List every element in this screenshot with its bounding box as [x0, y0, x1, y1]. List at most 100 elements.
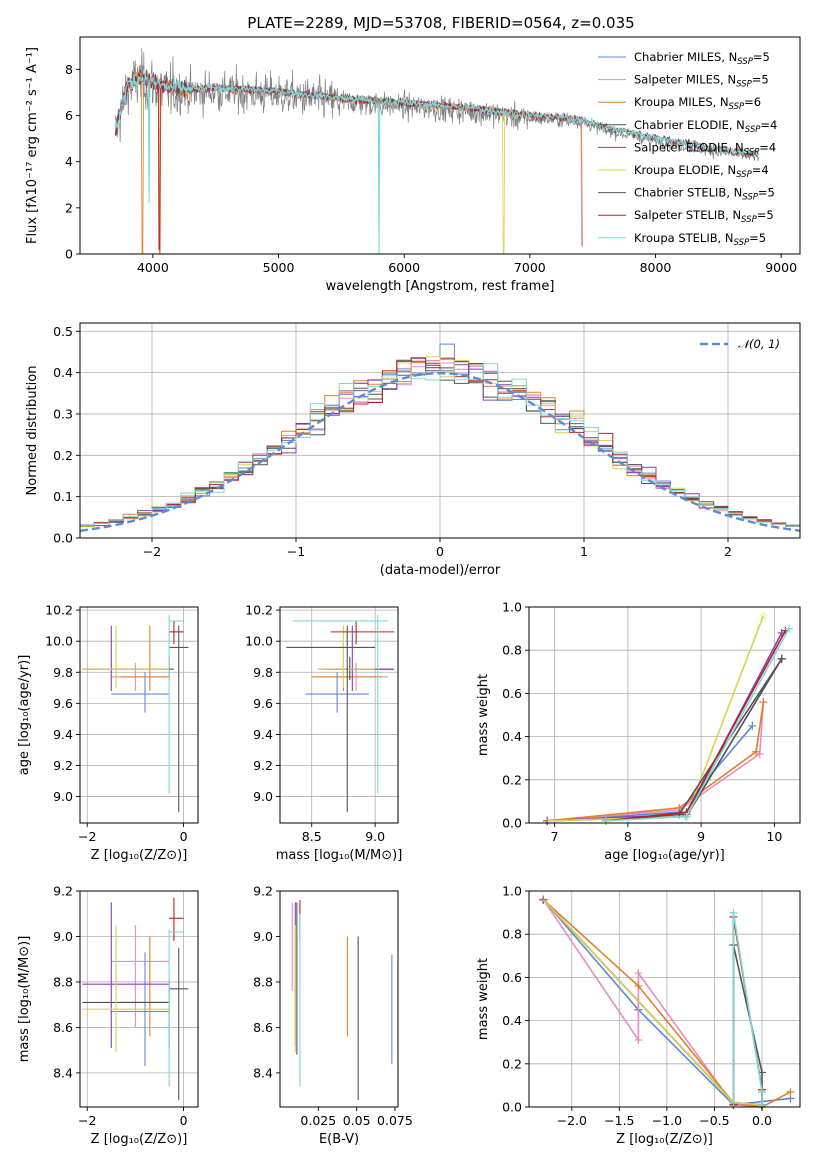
mass-vs-EBV-xtick-label: 0.075 — [377, 1113, 413, 1128]
age-vs-mass-ytick-label: 9.6 — [253, 696, 273, 711]
weight-marker — [752, 747, 761, 756]
residuals-ylabel: Normed distribution — [25, 366, 40, 496]
mass-vs-Z-xtick-label: −2 — [78, 1113, 96, 1128]
spectrum-ytick-label: 2 — [65, 200, 73, 215]
mass-vs-EBV-plot-area — [291, 900, 393, 1101]
weight-marker: ☆ — [758, 610, 768, 623]
spectrum-xtick-label: 5000 — [263, 260, 295, 275]
weight-vs-age-ytick-label: 0.2 — [502, 772, 522, 787]
age-vs-mass-panel: 8.5 9.0 9.0 9.2 9.4 9.6 9.8 10.0 10.2 mass [log₁₀… — [245, 603, 402, 863]
spectrum-series-line — [114, 73, 759, 254]
age-vs-Z-ytick-label: 9.6 — [53, 696, 73, 711]
weight-vs-age-ytick-label: 0.0 — [502, 816, 522, 831]
age-vs-mass-xtick-label: 8.5 — [302, 829, 322, 844]
spectrum-xlabel: wavelength [Angstrom, rest frame] — [326, 279, 555, 294]
weight-vs-age-ylabel: mass weight — [476, 674, 491, 756]
weight-series-line — [547, 701, 765, 822]
age-vs-mass-ytick-label: 9.2 — [253, 758, 273, 773]
mass-vs-EBV-frame — [279, 890, 399, 1108]
mass-vs-Z-xtick-label: 0 — [180, 1113, 188, 1128]
weight-marker — [682, 812, 691, 821]
weight-marker — [601, 816, 610, 825]
residuals-ytick-label: 0.2 — [53, 448, 73, 463]
weight-vs-age-xtick-label: 7 — [551, 829, 559, 844]
spectrum-ytick-label: 0 — [65, 247, 73, 262]
mass-vs-EBV-ytick-label: 8.8 — [253, 974, 273, 989]
spectrum-plot-area — [114, 48, 759, 254]
weight-vs-age-xtick-label: 9 — [697, 829, 705, 844]
spectrum-ytick-label: 6 — [65, 108, 73, 123]
weight-vs-Z-ytick-label: 0.6 — [502, 970, 522, 985]
weight-vs-age-xtick-label: 8 — [624, 829, 632, 844]
mass-vs-EBV-xlabel: E(B-V) — [319, 1132, 359, 1147]
spectrum-panel: 4000 5000 6000 7000 8000 9000 0 2 4 6 8 wavelength … — [25, 36, 801, 294]
age-vs-mass-plot-area — [286, 614, 395, 813]
age-vs-Z-ylabel: age [log₁₀(age/yr)] — [17, 655, 32, 776]
mass-vs-EBV-xtick-label: 0.05 — [343, 1113, 371, 1128]
mass-vs-EBV-xtick-label: 0.025 — [300, 1113, 336, 1128]
legend-label: Chabrier MILES, NSSP=5 — [634, 50, 770, 67]
weight-series-line — [547, 615, 765, 822]
residuals-xtick-label: 1 — [580, 544, 588, 559]
legend-label: 𝒩(0, 1) — [738, 337, 780, 351]
spectrum-ylabel: Flux [fλ10⁻¹⁷ erg cm⁻² s⁻¹ A⁻¹] — [25, 47, 40, 244]
weight-vs-age-plot-area: ☆☆☆ — [542, 610, 794, 828]
residuals-xtick-label: 0 — [436, 544, 444, 559]
mass-vs-Z-ylabel: mass [log₁₀(M/M⊙)] — [17, 936, 32, 1063]
mass-vs-EBV-ytick-label: 9.2 — [253, 884, 273, 899]
weight-vs-Z-panel: ☆☆☆−2.0 −1.5 −1.0 −0.5 0.0 0.0 0.2 0.4 0.6 0.8 1.0… — [476, 884, 801, 1147]
mass-vs-Z-frame — [79, 890, 199, 1108]
age-vs-Z-ytick-label: 10.2 — [45, 603, 73, 618]
mass-vs-Z-panel: −2 0 8.4 8.6 8.8 9.0 9.2 Z [log₁₀(Z/Z⊙)] mass [l… — [17, 884, 199, 1147]
weight-vs-age-ytick-label: 0.8 — [502, 643, 522, 658]
weight-vs-age-ytick-label: 0.4 — [502, 729, 522, 744]
weight-series-line — [732, 912, 763, 1105]
mass-vs-EBV-ytick-label: 9.0 — [253, 929, 273, 944]
weight-vs-age-xtick-label: 10 — [766, 829, 782, 844]
age-vs-Z-ytick-label: 9.0 — [53, 789, 73, 804]
spectrum-legend: Chabrier MILES, NSSP=5 Salpeter MILES, NS… — [598, 50, 777, 248]
weight-series-line — [547, 701, 765, 822]
weight-vs-Z-ytick-label: 0.2 — [502, 1056, 522, 1071]
age-vs-mass-xtick-label: 9.0 — [365, 829, 385, 844]
weight-vs-age-ytick-label: 1.0 — [502, 600, 522, 615]
mass-vs-EBV-panel: 0.025 0.05 0.075 8.4 8.6 8.8 9.0 9.2 E(B-V) — [253, 884, 413, 1148]
mass-vs-Z-ytick-label: 8.8 — [53, 974, 73, 989]
weight-vs-Z-frame — [528, 890, 801, 1108]
spectrum-xtick-label: 4000 — [137, 260, 169, 275]
weight-marker — [777, 654, 786, 663]
weight-vs-Z-ylabel: mass weight — [476, 958, 491, 1040]
mass-vs-Z-plot-area — [82, 897, 189, 1101]
residuals-ytick-label: 0.5 — [53, 324, 73, 339]
weight-vs-Z-xlabel: Z [log₁₀(Z/Z⊙)] — [616, 1132, 713, 1147]
weight-marker — [785, 624, 794, 633]
legend-label: Salpeter MILES, NSSP=5 — [634, 73, 769, 90]
mass-vs-Z-xlabel: Z [log₁₀(Z/Z⊙)] — [91, 1132, 188, 1147]
mass-vs-Z-ytick-label: 8.6 — [53, 1020, 73, 1035]
weight-marker — [748, 721, 757, 730]
residuals-ytick-label: 0.4 — [53, 365, 73, 380]
spectrum-xtick-label: 7000 — [514, 260, 546, 275]
residuals-xtick-label: −2 — [143, 544, 161, 559]
age-vs-Z-ytick-label: 9.2 — [53, 758, 73, 773]
age-vs-Z-ytick-label: 9.4 — [53, 727, 73, 742]
weight-vs-Z-xtick-label: −1.5 — [604, 1113, 634, 1128]
weight-vs-Z-ytick-label: 0.8 — [502, 927, 522, 942]
weight-marker: ☆ — [542, 815, 552, 828]
weight-vs-Z-xtick-label: −0.5 — [699, 1113, 729, 1128]
weight-vs-age-xlabel: age [log₁₀(age/yr)] — [604, 848, 725, 863]
normal-curve-line — [79, 371, 801, 532]
figure-title: PLATE=2289, MJD=53708, FIBERID=0564, z=0… — [247, 14, 634, 32]
residuals-xtick-label: 2 — [724, 544, 732, 559]
spectrum-ytick-label: 4 — [65, 154, 73, 169]
age-vs-Z-xtick-label: 0 — [180, 829, 188, 844]
residuals-frame — [79, 322, 801, 539]
weight-marker — [634, 969, 643, 978]
spectrum-xtick-label: 8000 — [640, 260, 672, 275]
weight-vs-Z-xtick-label: −1.0 — [652, 1113, 682, 1128]
age-vs-Z-ytick-label: 10.0 — [45, 634, 73, 649]
weight-series-line — [732, 944, 763, 1105]
age-vs-Z-plot-area — [82, 614, 189, 813]
residuals-ytick-label: 0.1 — [53, 489, 73, 504]
